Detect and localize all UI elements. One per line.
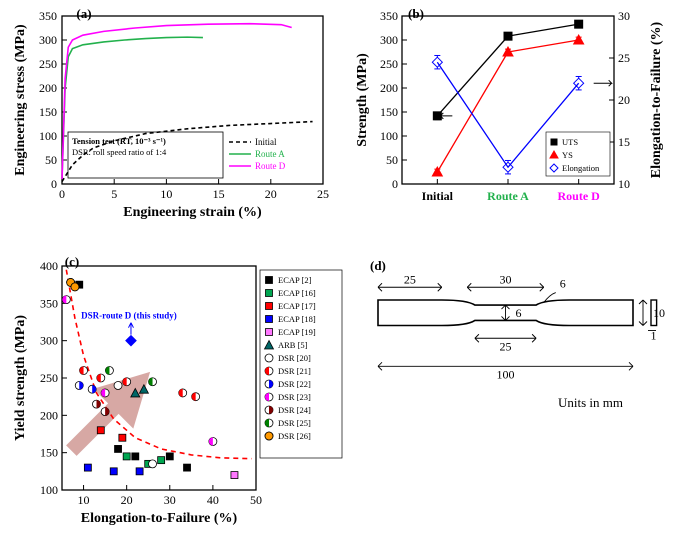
svg-text:250: 250 xyxy=(380,57,398,71)
svg-text:350: 350 xyxy=(39,9,57,23)
svg-text:150: 150 xyxy=(380,105,398,119)
svg-text:Elongation-to-Failure (%): Elongation-to-Failure (%) xyxy=(81,511,238,526)
panel-a: 0510152025050100150200250300350Engineeri… xyxy=(8,4,333,224)
svg-text:Elongation: Elongation xyxy=(562,163,600,173)
svg-text:0: 0 xyxy=(51,177,57,191)
svg-text:25: 25 xyxy=(317,187,329,201)
svg-text:(a): (a) xyxy=(76,6,91,21)
svg-text:15: 15 xyxy=(618,135,630,149)
svg-text:ECAP [19]: ECAP [19] xyxy=(278,327,316,337)
svg-text:300: 300 xyxy=(39,33,57,47)
svg-text:Initial: Initial xyxy=(255,137,277,147)
svg-text:50: 50 xyxy=(45,153,57,167)
svg-text:20: 20 xyxy=(121,493,133,507)
svg-text:(c): (c) xyxy=(65,254,79,269)
svg-text:350: 350 xyxy=(380,9,398,23)
svg-text:ECAP [18]: ECAP [18] xyxy=(278,314,316,324)
svg-text:DSR [21]: DSR [21] xyxy=(278,366,311,376)
svg-text:200: 200 xyxy=(39,81,57,95)
svg-text:10: 10 xyxy=(160,187,172,201)
svg-text:350: 350 xyxy=(40,296,58,310)
svg-text:25: 25 xyxy=(500,339,512,353)
svg-text:Initial: Initial xyxy=(422,189,454,203)
svg-text:250: 250 xyxy=(40,371,58,385)
svg-text:Units in mm: Units in mm xyxy=(558,395,623,410)
svg-text:ARB [5]: ARB [5] xyxy=(278,340,308,350)
svg-text:50: 50 xyxy=(250,493,262,507)
svg-text:Strength (MPa): Strength (MPa) xyxy=(355,53,370,147)
svg-text:Elongation-to-Failure (%): Elongation-to-Failure (%) xyxy=(649,21,664,178)
svg-text:100: 100 xyxy=(40,483,58,497)
svg-text:Engineering strain (%): Engineering strain (%) xyxy=(123,205,262,220)
svg-text:Route D: Route D xyxy=(558,189,601,203)
panel-b-svg: 0 50 100 150 200 250 300 350 10 15 20 25 30 Initial Ro… xyxy=(352,4,677,224)
svg-text:(d): (d) xyxy=(370,258,386,273)
svg-text:20: 20 xyxy=(265,187,277,201)
svg-text:DSR [23]: DSR [23] xyxy=(278,392,311,402)
svg-text:10: 10 xyxy=(653,306,665,320)
svg-text:6: 6 xyxy=(516,306,522,320)
svg-text:250: 250 xyxy=(39,57,57,71)
svg-text:400: 400 xyxy=(40,259,58,273)
svg-text:ECAP [16]: ECAP [16] xyxy=(278,288,316,298)
panel-c-svg: 10 20 30 40 50 100 150 200 250 300 350 400 Elongatio… xyxy=(8,252,348,530)
svg-text:DSR [26]: DSR [26] xyxy=(278,431,311,441)
svg-text:UTS: UTS xyxy=(562,137,578,147)
svg-text:Tension test (RT, 10⁻³ s⁻¹): Tension test (RT, 10⁻³ s⁻¹) xyxy=(72,136,166,146)
svg-text:300: 300 xyxy=(40,334,58,348)
svg-text:DSR [20]: DSR [20] xyxy=(278,353,311,363)
svg-text:0: 0 xyxy=(59,187,65,201)
svg-text:Route A: Route A xyxy=(487,189,529,203)
svg-text:ECAP [17]: ECAP [17] xyxy=(278,301,316,311)
svg-text:25: 25 xyxy=(618,51,630,65)
svg-text:200: 200 xyxy=(40,408,58,422)
svg-text:YS: YS xyxy=(562,150,573,160)
svg-text:30: 30 xyxy=(500,272,512,286)
panel-d-svg: (d)25306625100101Units in mm xyxy=(360,258,678,398)
svg-text:ECAP [2]: ECAP [2] xyxy=(278,275,312,285)
svg-text:DSR-route D (this study): DSR-route D (this study) xyxy=(81,311,177,321)
panel-a-svg: 0510152025050100150200250300350Engineeri… xyxy=(8,4,333,224)
svg-text:50: 50 xyxy=(386,153,398,167)
svg-text:30: 30 xyxy=(618,9,630,23)
panel-b: 0 50 100 150 200 250 300 350 10 15 20 25 30 Initial Ro… xyxy=(352,4,677,224)
svg-text:DSR: roll speed ratio of 1:4: DSR: roll speed ratio of 1:4 xyxy=(72,147,167,157)
svg-text:Engineering stress (MPa): Engineering stress (MPa) xyxy=(13,24,28,176)
svg-text:0: 0 xyxy=(392,177,398,191)
svg-text:DSR [25]: DSR [25] xyxy=(278,418,311,428)
svg-text:DSR [24]: DSR [24] xyxy=(278,405,311,415)
svg-text:Route D: Route D xyxy=(255,161,286,171)
svg-text:100: 100 xyxy=(380,129,398,143)
svg-text:15: 15 xyxy=(213,187,225,201)
svg-text:5: 5 xyxy=(111,187,117,201)
svg-text:150: 150 xyxy=(39,105,57,119)
svg-text:300: 300 xyxy=(380,33,398,47)
svg-text:200: 200 xyxy=(380,81,398,95)
svg-text:20: 20 xyxy=(618,93,630,107)
svg-text:(b): (b) xyxy=(408,6,424,21)
svg-text:30: 30 xyxy=(164,493,176,507)
svg-text:DSR [22]: DSR [22] xyxy=(278,379,311,389)
panel-c: 10 20 30 40 50 100 150 200 250 300 350 400 Elongatio… xyxy=(8,252,348,530)
svg-text:10: 10 xyxy=(78,493,90,507)
svg-text:100: 100 xyxy=(39,129,57,143)
svg-text:Route A: Route A xyxy=(255,149,285,159)
svg-text:6: 6 xyxy=(560,276,566,290)
svg-text:25: 25 xyxy=(404,272,416,286)
svg-text:Yield strength (MPa): Yield strength (MPa) xyxy=(13,315,28,441)
svg-text:40: 40 xyxy=(207,493,219,507)
svg-text:10: 10 xyxy=(618,177,630,191)
svg-text:100: 100 xyxy=(497,367,515,381)
svg-text:150: 150 xyxy=(40,446,58,460)
panel-d: (d)25306625100101Units in mm xyxy=(360,258,678,398)
